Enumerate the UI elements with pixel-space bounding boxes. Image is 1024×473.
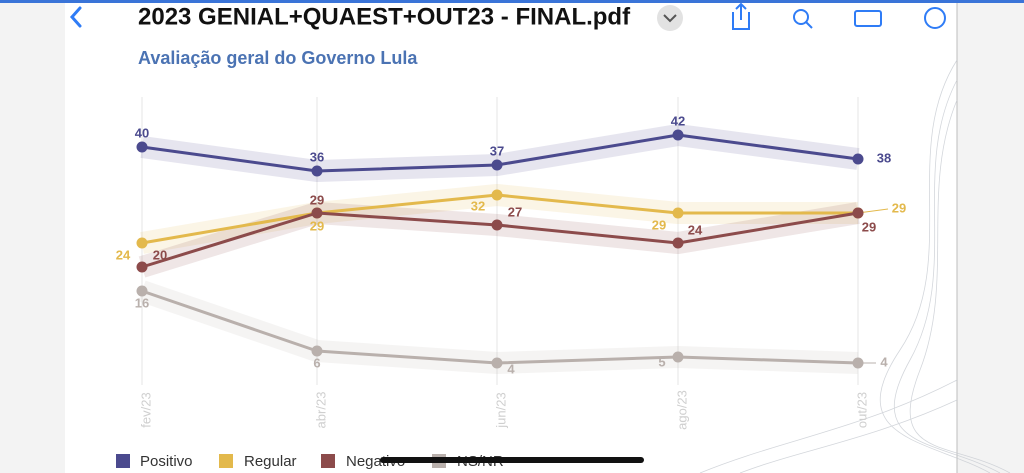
x-tick-label: ago/23 (674, 390, 689, 430)
legend-swatch (321, 454, 335, 468)
point (852, 153, 864, 165)
point (136, 285, 148, 297)
data-label: 16 (135, 295, 149, 310)
point (491, 189, 503, 201)
data-label: 29 (652, 217, 666, 232)
data-label: 36 (310, 149, 324, 164)
legend-swatch (219, 454, 233, 468)
data-label: 4 (507, 361, 515, 376)
point (672, 129, 684, 141)
file-title: 2023 GENIAL+QUAEST+OUT23 - FINAL.pdf (138, 3, 631, 30)
pdf-page (65, 0, 957, 473)
legend-item: Regular (219, 453, 297, 470)
legend-item: Positivo (116, 453, 193, 470)
chart-title: Avaliação geral do Governo Lula (138, 48, 418, 68)
point (852, 207, 864, 219)
data-label: 29 (892, 200, 906, 215)
annotate-icon[interactable] (924, 7, 946, 29)
point (672, 207, 684, 219)
data-label: 24 (116, 247, 131, 262)
point (491, 219, 503, 231)
point (491, 357, 503, 369)
menu-circle[interactable] (657, 5, 683, 31)
point (136, 237, 148, 249)
data-label: 5 (658, 354, 665, 369)
point (672, 351, 684, 363)
markup-icon[interactable] (854, 10, 882, 27)
data-label: 37 (490, 143, 504, 158)
data-label: 27 (508, 204, 522, 219)
point (672, 237, 684, 249)
toolbar-icons (732, 2, 946, 30)
data-label: 29 (310, 218, 324, 233)
menu-chevron[interactable] (663, 14, 677, 23)
x-tick-label: abr/23 (313, 392, 328, 429)
point (491, 159, 503, 171)
data-label: 42 (671, 113, 685, 128)
point (311, 345, 323, 357)
data-label: 4 (880, 354, 888, 369)
legend-label: Positivo (140, 453, 193, 470)
legend-label: Regular (244, 453, 297, 470)
data-label: 20 (153, 247, 167, 262)
search-icon[interactable] (793, 9, 809, 25)
point (136, 141, 148, 153)
share-icon[interactable] (732, 2, 750, 30)
x-tick-label: jun/23 (493, 392, 508, 428)
data-label: 29 (310, 192, 324, 207)
decor-waves (699, 59, 1011, 473)
data-label: 32 (471, 198, 485, 213)
data-label: 6 (313, 355, 320, 370)
point (136, 261, 148, 273)
home-indicator (380, 457, 644, 463)
back-button[interactable] (69, 6, 82, 28)
x-tick-label: out/23 (854, 392, 869, 428)
search-handle[interactable] (805, 21, 813, 29)
data-label: 38 (877, 150, 891, 165)
point (311, 165, 323, 177)
legend-swatch (116, 454, 130, 468)
data-label: 29 (862, 219, 876, 234)
x-tick-label: fev/23 (138, 392, 153, 427)
title-menu[interactable] (657, 5, 683, 31)
data-label: 24 (688, 222, 703, 237)
top-accent (0, 0, 1024, 3)
point (311, 207, 323, 219)
data-label: 40 (135, 125, 149, 140)
